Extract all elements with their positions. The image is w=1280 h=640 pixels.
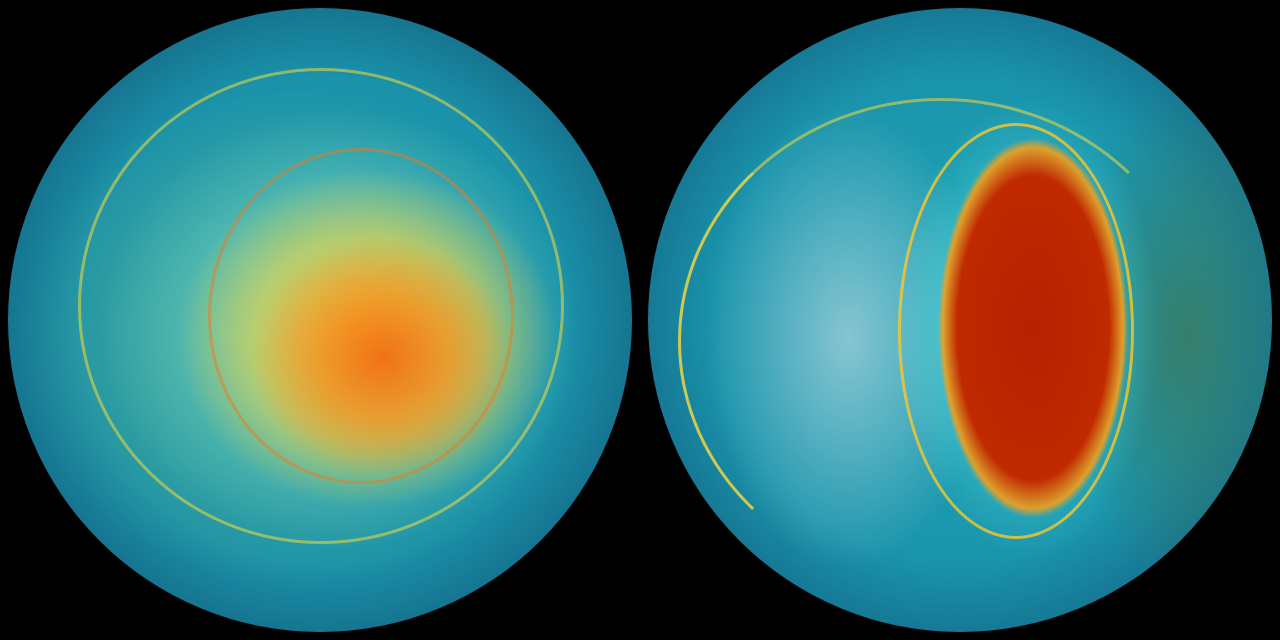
left-globe — [8, 8, 632, 632]
swirl-ring — [208, 148, 514, 484]
swirl-ring — [898, 123, 1134, 539]
right-globe — [648, 8, 1272, 632]
swirl-ring — [678, 98, 1204, 584]
swirl-ring — [78, 68, 564, 544]
